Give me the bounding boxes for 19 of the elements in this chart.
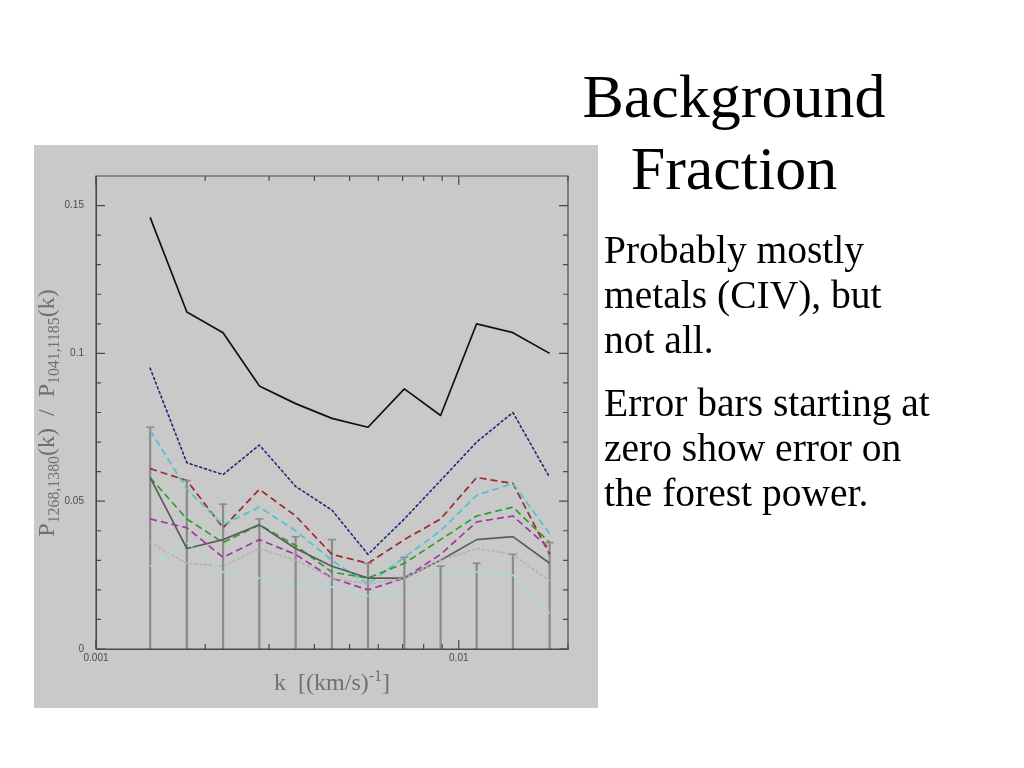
x-tick-label: 0.01 — [449, 651, 469, 663]
line-series — [149, 467, 551, 565]
y-tick-label: 0 — [78, 642, 85, 654]
line-series — [149, 515, 551, 591]
line-series — [149, 541, 551, 585]
x-tick-label: 0.001 — [83, 651, 109, 663]
bar — [403, 557, 406, 649]
text: Error bars starting at zero show error on the forest power. — [604, 381, 931, 516]
y-tick-label: 0.15 — [64, 199, 85, 211]
bar — [439, 565, 442, 649]
text: Background Fraction — [581, 61, 887, 204]
line-series — [149, 541, 551, 615]
text: Probably mostly metals (CIV), but not all. — [604, 228, 883, 363]
x-axis-title: k [(km/s)$^{-1}$] — [273, 667, 391, 696]
bar — [294, 536, 297, 649]
line-series — [149, 367, 551, 556]
line-series — [149, 429, 551, 585]
y-tick-label: 0.1 — [70, 347, 85, 359]
y-tick-label: 0.05 — [64, 494, 85, 506]
